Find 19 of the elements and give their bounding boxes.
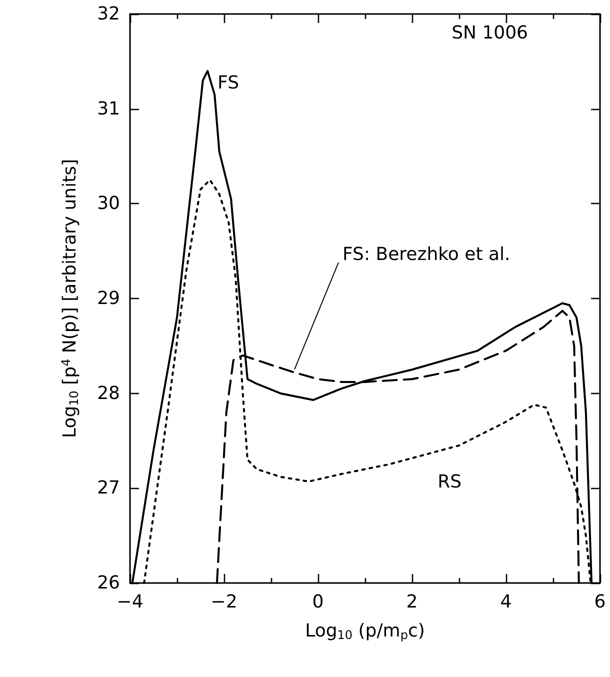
y-tick-label: 30 (97, 193, 120, 214)
x-tick-label: 0 (312, 592, 324, 612)
x-tick-label: 4 (500, 592, 512, 612)
x-tick-label: 6 (594, 592, 606, 612)
y-tick-label: 27 (97, 478, 120, 499)
y-tick-label: 32 (97, 4, 120, 24)
y-tick-label: 26 (97, 572, 120, 594)
x-axis-title: Log10 (p/mpc) (305, 620, 425, 642)
y-axis-title: Log10 [p4 N(p)] [arbitrary units] (59, 158, 81, 438)
x-tick-label: 2 (406, 592, 418, 612)
annotation: FS: Berezhko et al. (342, 244, 510, 265)
y-tick-label: 29 (97, 288, 120, 309)
y-tick-label: 28 (97, 382, 120, 404)
y-tick-label: 31 (97, 98, 120, 120)
annotation: SN 1006 (452, 22, 528, 44)
x-tick-label: −2 (210, 592, 238, 612)
annotation: RS (438, 472, 462, 493)
annotation: FS (218, 72, 240, 94)
x-tick-label: −4 (116, 592, 144, 612)
